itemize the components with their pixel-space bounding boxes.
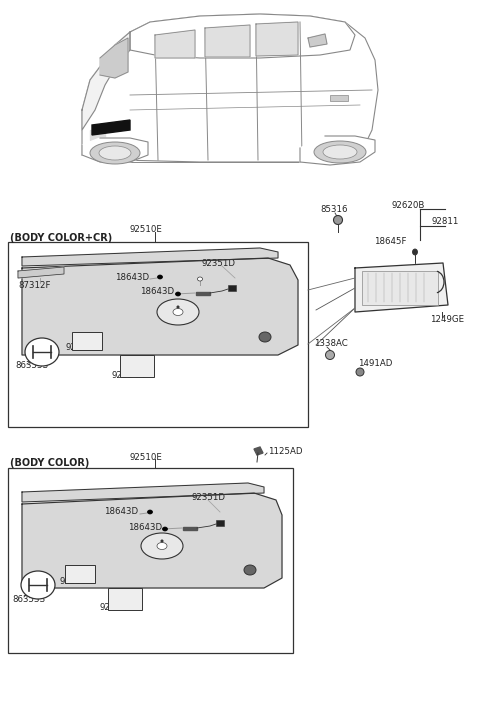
Polygon shape (155, 30, 195, 58)
Ellipse shape (141, 533, 183, 559)
Polygon shape (196, 292, 210, 295)
Text: 92333A: 92333A (60, 577, 93, 585)
Ellipse shape (99, 146, 131, 160)
Polygon shape (300, 136, 375, 165)
Text: 18643D: 18643D (128, 522, 162, 532)
Polygon shape (256, 22, 298, 56)
Ellipse shape (412, 249, 418, 255)
Bar (8, 242, 308, 427)
Polygon shape (205, 25, 250, 57)
Polygon shape (100, 38, 128, 78)
Polygon shape (22, 248, 278, 266)
Polygon shape (82, 14, 378, 162)
Text: 87312F: 87312F (18, 280, 50, 289)
Polygon shape (82, 32, 130, 130)
Ellipse shape (176, 292, 180, 296)
Ellipse shape (157, 275, 163, 279)
Polygon shape (18, 267, 64, 278)
Text: 18643D: 18643D (115, 273, 149, 282)
Polygon shape (308, 34, 327, 47)
Ellipse shape (161, 540, 163, 542)
Text: 92334A: 92334A (112, 371, 145, 380)
Ellipse shape (25, 338, 59, 366)
Text: 92351D: 92351D (202, 258, 236, 268)
Ellipse shape (157, 542, 167, 549)
Polygon shape (92, 120, 130, 135)
Text: 92351D: 92351D (192, 493, 226, 501)
Ellipse shape (173, 309, 183, 316)
Text: 86353S: 86353S (15, 361, 48, 371)
Polygon shape (130, 14, 355, 58)
Text: 86353S: 86353S (12, 594, 45, 604)
Bar (330, 95, 348, 101)
Text: (BODY COLOR+CR): (BODY COLOR+CR) (10, 233, 112, 243)
Polygon shape (82, 138, 148, 162)
Ellipse shape (177, 306, 179, 309)
Polygon shape (254, 447, 263, 455)
Polygon shape (90, 130, 105, 140)
Text: 92620B: 92620B (392, 201, 425, 210)
Text: 18643D: 18643D (104, 508, 138, 517)
Ellipse shape (147, 510, 153, 514)
Bar (362, 271, 438, 305)
Text: 92510E: 92510E (130, 225, 163, 234)
Bar (216, 520, 224, 526)
Text: 92334A: 92334A (100, 604, 133, 613)
Bar (65, 565, 95, 583)
Ellipse shape (21, 571, 55, 599)
Bar (228, 285, 236, 291)
Polygon shape (355, 263, 448, 312)
Ellipse shape (334, 215, 343, 225)
Ellipse shape (314, 141, 366, 163)
Text: 92333A: 92333A (65, 344, 98, 352)
Text: 1338AC: 1338AC (314, 338, 348, 347)
Text: 92510E: 92510E (130, 453, 163, 462)
Text: 18643D: 18643D (140, 287, 174, 297)
Text: (BODY COLOR): (BODY COLOR) (10, 458, 89, 468)
Ellipse shape (356, 368, 364, 376)
Ellipse shape (244, 565, 256, 575)
Polygon shape (22, 483, 264, 502)
Text: 92811: 92811 (432, 217, 459, 227)
Polygon shape (22, 493, 282, 588)
Ellipse shape (323, 145, 357, 159)
Ellipse shape (197, 277, 203, 281)
Ellipse shape (163, 527, 168, 531)
Ellipse shape (90, 142, 140, 164)
Ellipse shape (157, 299, 199, 325)
Text: 1249GE: 1249GE (430, 316, 464, 325)
Bar (8, 468, 293, 653)
Ellipse shape (325, 350, 335, 359)
Text: 1125AD: 1125AD (268, 448, 302, 457)
Text: 85316: 85316 (320, 205, 348, 215)
Ellipse shape (259, 332, 271, 342)
Polygon shape (183, 527, 197, 530)
Text: 18645F: 18645F (374, 237, 407, 246)
Bar (108, 588, 142, 610)
Polygon shape (22, 258, 298, 355)
Bar (120, 355, 154, 377)
Bar (72, 332, 102, 350)
Text: 1491AD: 1491AD (358, 359, 392, 368)
